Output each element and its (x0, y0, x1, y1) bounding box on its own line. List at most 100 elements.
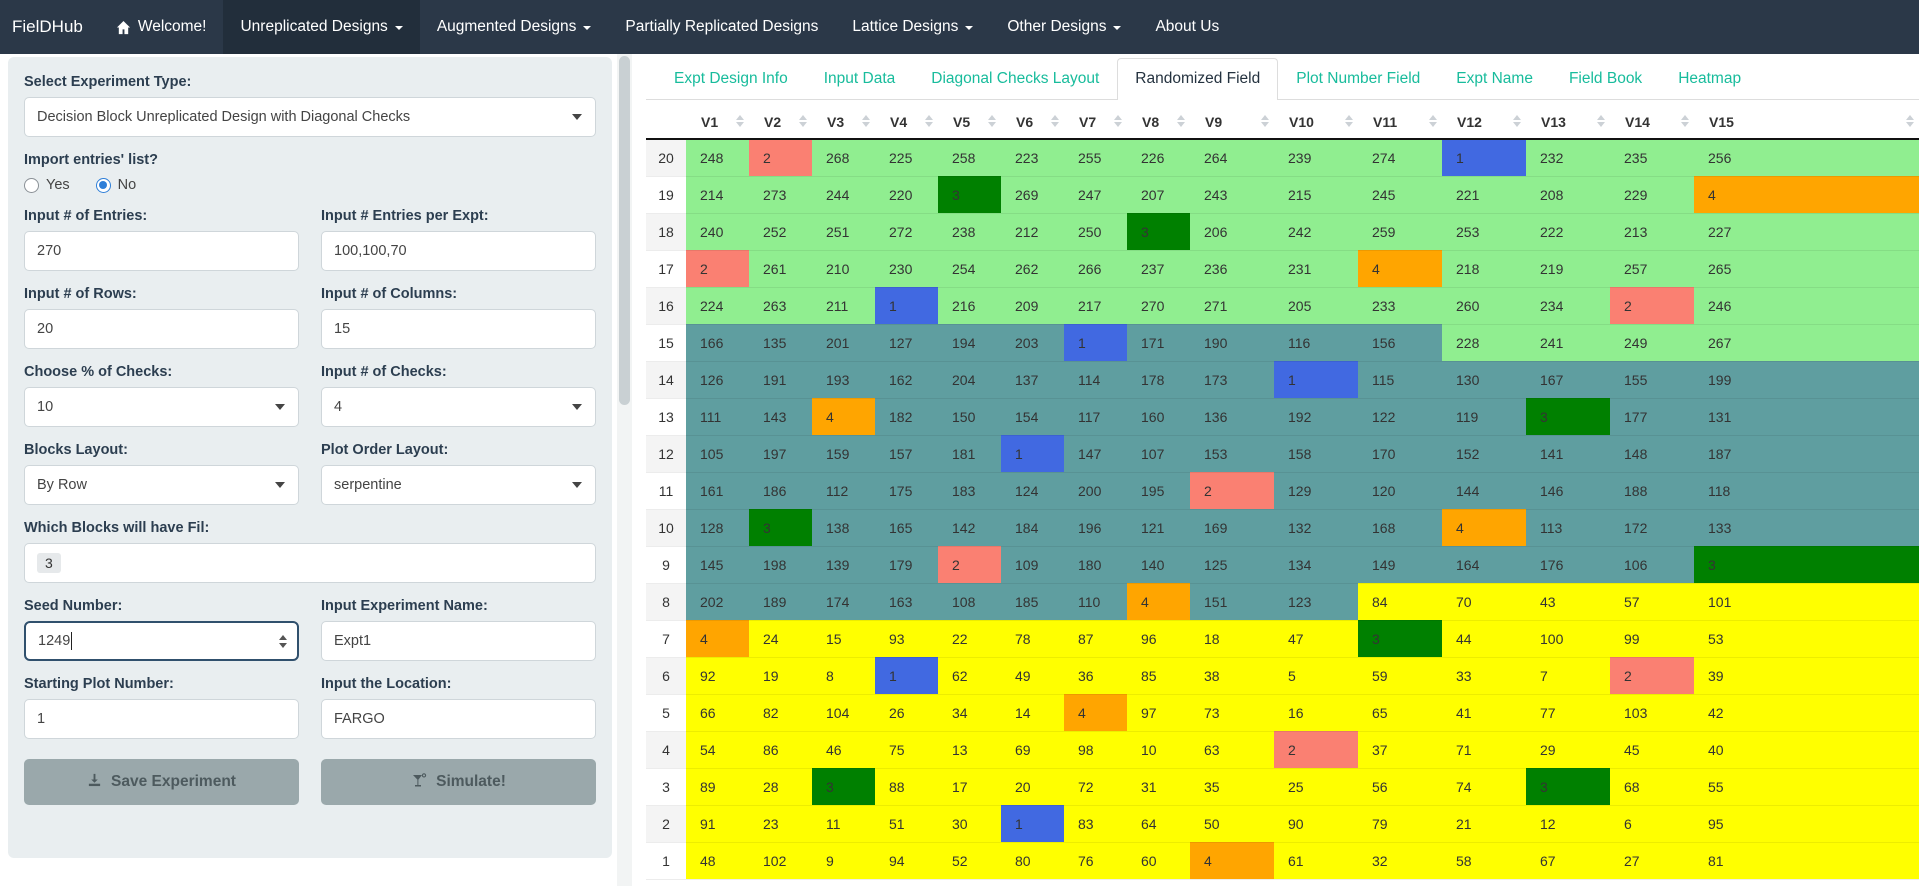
column-header-v3[interactable]: V3 (812, 106, 875, 140)
tab-plot-number-field[interactable]: Plot Number Field (1296, 70, 1421, 87)
row-label: 6 (646, 657, 686, 695)
plot-cell: 233 (1358, 287, 1442, 325)
row-label: 15 (646, 324, 686, 362)
plot-cell: 43 (1526, 583, 1610, 621)
seed-number-input[interactable]: 1249 (24, 621, 299, 661)
column-header-v11[interactable]: V11 (1358, 106, 1442, 140)
columns-input[interactable]: 15 (321, 309, 596, 349)
nav-item-partially-replicated-designs[interactable]: Partially Replicated Designs (625, 18, 819, 35)
sort-icon (988, 115, 996, 127)
save-experiment-button[interactable]: Save Experiment (24, 759, 299, 805)
column-header-v4[interactable]: V4 (875, 106, 938, 140)
row-label: 1 (646, 842, 686, 880)
simulate-button[interactable]: Simulate! (321, 759, 596, 805)
column-header-v15[interactable]: V15 (1694, 106, 1919, 140)
blocks-layout-select[interactable]: By Row (24, 465, 299, 505)
app-brand[interactable]: FielDHub (12, 17, 83, 36)
plot-cell: 160 (1127, 398, 1190, 436)
plot-cell: 182 (875, 398, 938, 436)
sidebar-scrollbar[interactable] (617, 54, 632, 886)
scrollbar-thumb[interactable] (619, 56, 630, 406)
column-header-v5[interactable]: V5 (938, 106, 1001, 140)
tab-heatmap[interactable]: Heatmap (1678, 70, 1742, 87)
start-plot-input[interactable]: 1 (24, 699, 299, 739)
table-row: 18 240 252 251 272 238 212 250 3 206 242 259 253 222 2… (646, 213, 1919, 251)
expt-name-input[interactable]: Expt1 (321, 621, 596, 661)
plot-cell: 37 (1358, 731, 1442, 769)
column-header-v1[interactable]: V1 (686, 106, 749, 140)
plot-cell: 9 (812, 842, 875, 880)
tab-expt-design-info[interactable]: Expt Design Info (674, 70, 788, 87)
plot-cell: 188 (1610, 472, 1694, 510)
plot-cell: 26 (875, 694, 938, 732)
plot-cell: 4 (1442, 509, 1526, 547)
plot-order-select[interactable]: serpentine (321, 465, 596, 505)
plot-cell: 7 (1526, 657, 1610, 695)
table-row: 16 224 263 211 1 216 209 217 270 271 205 233 260 234 2… (646, 287, 1919, 325)
nav-item-augmented-designs[interactable]: Augmented Designs (420, 0, 609, 54)
rows-input[interactable]: 20 (24, 309, 299, 349)
plot-cell: 68 (1610, 768, 1694, 806)
plot-cell: 195 (1127, 472, 1190, 510)
plot-cell: 35 (1190, 768, 1274, 806)
sort-icon (925, 115, 933, 127)
number-stepper[interactable] (279, 634, 287, 648)
chevron-down-icon (572, 114, 582, 120)
plot-cell: 54 (686, 731, 749, 769)
plot-cell: 246 (1694, 287, 1919, 325)
plot-cell: 247 (1064, 176, 1127, 214)
radio-yes[interactable]: Yes (24, 177, 70, 193)
plot-cell: 95 (1694, 805, 1919, 843)
plot-cell: 109 (1001, 546, 1064, 584)
plot-cell: 262 (1001, 250, 1064, 288)
radio-no[interactable]: No (95, 177, 136, 193)
tab-input-data[interactable]: Input Data (823, 70, 896, 87)
plot-cell: 11 (812, 805, 875, 843)
nav-item-welcome[interactable]: Welcome! (99, 0, 224, 54)
num-checks-select[interactable]: 4 (321, 387, 596, 427)
tab-field-book[interactable]: Field Book (1568, 70, 1643, 87)
column-header-v14[interactable]: V14 (1610, 106, 1694, 140)
column-header-v12[interactable]: V12 (1442, 106, 1526, 140)
nav-item-about-us[interactable]: About Us (1155, 18, 1220, 35)
plot-cell: 248 (686, 139, 749, 177)
column-header-v9[interactable]: V9 (1190, 106, 1274, 140)
plot-cell: 73 (1190, 694, 1274, 732)
entries-input[interactable]: 270 (24, 231, 299, 271)
pct-checks-select[interactable]: 10 (24, 387, 299, 427)
row-label: 7 (646, 620, 686, 658)
plot-cell: 81 (1694, 842, 1919, 880)
plot-cell: 219 (1526, 250, 1610, 288)
plot-cell: 244 (812, 176, 875, 214)
plot-cell: 3 (812, 768, 875, 806)
experiment-type-group: Select Experiment Type: Decision Block U… (24, 74, 596, 137)
plot-cell: 62 (938, 657, 1001, 695)
nav-item-unreplicated-designs[interactable]: Unreplicated Designs (223, 0, 420, 54)
num-checks-group: Input # of Checks: 4 (321, 364, 596, 427)
plot-cell: 50 (1190, 805, 1274, 843)
column-header-v13[interactable]: V13 (1526, 106, 1610, 140)
plot-cell: 193 (812, 361, 875, 399)
plot-cell: 256 (1694, 139, 1919, 177)
tab-expt-name[interactable]: Expt Name (1456, 70, 1533, 87)
column-header-v6[interactable]: V6 (1001, 106, 1064, 140)
plot-cell: 4 (1064, 694, 1127, 732)
column-header-v8[interactable]: V8 (1127, 106, 1190, 140)
plot-cell: 39 (1694, 657, 1919, 695)
row-label: 2 (646, 805, 686, 843)
tab-diagonal-checks-layout[interactable]: Diagonal Checks Layout (931, 70, 1100, 87)
location-input[interactable]: FARGO (321, 699, 596, 739)
home-icon (116, 20, 131, 35)
plot-cell: 145 (686, 546, 749, 584)
plot-cell: 71 (1442, 731, 1526, 769)
column-header-v7[interactable]: V7 (1064, 106, 1127, 140)
nav-item-other-designs[interactable]: Other Designs (990, 0, 1138, 54)
tab-randomized-field[interactable]: Randomized Field (1117, 58, 1279, 100)
blocks-fil-input[interactable]: 3 (24, 543, 596, 583)
plot-cell: 29 (1526, 731, 1610, 769)
nav-item-lattice-designs[interactable]: Lattice Designs (835, 0, 990, 54)
column-header-v10[interactable]: V10 (1274, 106, 1358, 140)
experiment-type-select[interactable]: Decision Block Unreplicated Design with … (24, 97, 596, 137)
column-header-v2[interactable]: V2 (749, 106, 812, 140)
entries-per-expt-input[interactable]: 100,100,70 (321, 231, 596, 271)
